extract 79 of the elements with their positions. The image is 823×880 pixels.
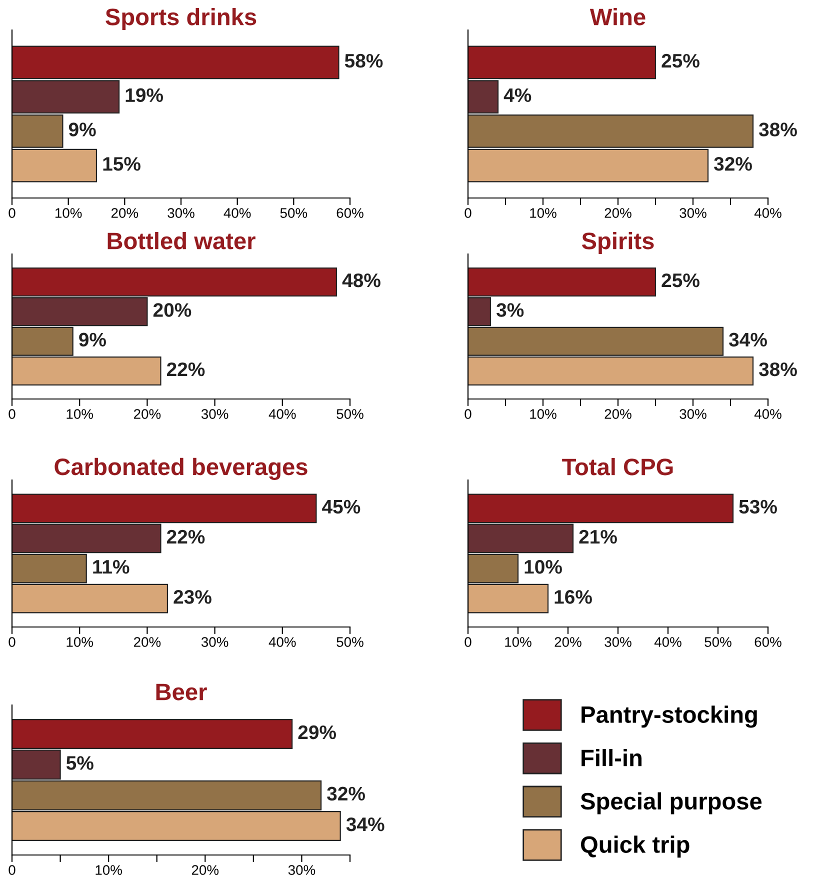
x-tick-label: 40% [654, 637, 682, 647]
chart-title: Bottled water [108, 232, 256, 250]
data-label: 23% [174, 590, 212, 604]
data-label: 58% [344, 54, 383, 68]
data-label: 32% [327, 786, 365, 801]
data-label: 45% [322, 500, 360, 514]
x-tick-label: 10% [66, 409, 94, 419]
legend-label: Special purpose [580, 792, 762, 814]
x-tick-label: 20% [192, 865, 219, 875]
data-label: 10% [524, 560, 562, 574]
x-tick-label: 10% [96, 865, 122, 875]
data-label: 21% [579, 530, 617, 544]
data-label: 25% [662, 54, 700, 68]
x-tick-label: 30% [168, 208, 194, 218]
x-tick-label: 0 [464, 208, 472, 218]
chart-title: Spirits [582, 232, 654, 254]
data-label: 15% [103, 157, 140, 171]
data-label: 20% [153, 303, 192, 317]
legend-label: Fill-in [582, 748, 642, 766]
data-label: 32% [714, 156, 752, 171]
x-tick-label: 50% [704, 637, 732, 647]
x-tick-label: 20% [134, 409, 161, 419]
x-tick-label: 50% [336, 637, 364, 647]
x-tick-label: 40% [224, 208, 251, 218]
data-label: 34% [346, 817, 384, 832]
data-label: 34% [729, 332, 767, 347]
x-tick-label: 40% [268, 409, 296, 419]
x-tick-label: 30% [201, 637, 228, 647]
x-tick-label: 30% [201, 409, 228, 419]
data-label: 25% [662, 273, 700, 288]
x-tick-label: 10% [530, 208, 556, 218]
x-tick-label: 50% [336, 409, 364, 419]
x-tick-label: 40% [268, 637, 296, 647]
x-tick-label: 0 [8, 637, 16, 647]
data-label: 38% [759, 362, 797, 376]
x-tick-label: 0 [464, 637, 472, 647]
data-label: 29% [298, 725, 336, 740]
x-tick-label: 40% [754, 208, 782, 218]
x-tick-label: 10% [66, 637, 94, 647]
x-tick-label: 30% [288, 865, 316, 875]
x-tick-label: 30% [680, 409, 706, 419]
data-label: 38% [759, 122, 797, 136]
data-label: 48% [342, 273, 380, 288]
legend-label: Pantry-stocking [582, 706, 757, 728]
x-tick-label: 60% [336, 208, 364, 218]
x-tick-label: 10% [55, 208, 82, 218]
data-label: 53% [739, 500, 777, 514]
data-label: 4% [504, 88, 532, 102]
legend-label: Quick trip [580, 836, 690, 858]
data-label: 3% [496, 303, 524, 317]
x-tick-label: 20% [134, 637, 161, 647]
x-tick-label: 0 [8, 208, 16, 218]
x-tick-label: 50% [280, 208, 308, 218]
x-tick-label: 0 [8, 409, 16, 419]
x-tick-label: 10% [530, 409, 556, 419]
x-tick-label: 60% [754, 637, 782, 647]
chart-title: Beer [156, 684, 207, 700]
x-tick-label: 20% [604, 208, 632, 218]
chart-title: Carbonated beverages [54, 458, 308, 480]
data-label: 11% [93, 560, 130, 574]
x-tick-label: 0 [8, 865, 16, 875]
x-tick-label: 0 [464, 409, 472, 419]
chart-title: Sports drinks [106, 8, 256, 30]
x-tick-label: 40% [754, 409, 782, 419]
data-label: 16% [554, 590, 592, 604]
chart-title: Wine [590, 8, 646, 26]
x-tick-label: 30% [680, 208, 706, 218]
data-label: 9% [79, 332, 106, 347]
data-label: 19% [126, 88, 163, 102]
x-tick-label: 20% [604, 409, 632, 419]
data-label: 22% [166, 530, 205, 544]
data-label: 22% [166, 362, 205, 376]
x-tick-label: 30% [604, 637, 632, 647]
x-tick-label: 10% [505, 637, 532, 647]
data-label: 9% [68, 122, 96, 136]
x-tick-label: 20% [554, 637, 582, 647]
x-tick-label: 20% [111, 208, 138, 218]
chart-title: Total CPG [562, 458, 673, 476]
data-label: 5% [66, 756, 94, 770]
